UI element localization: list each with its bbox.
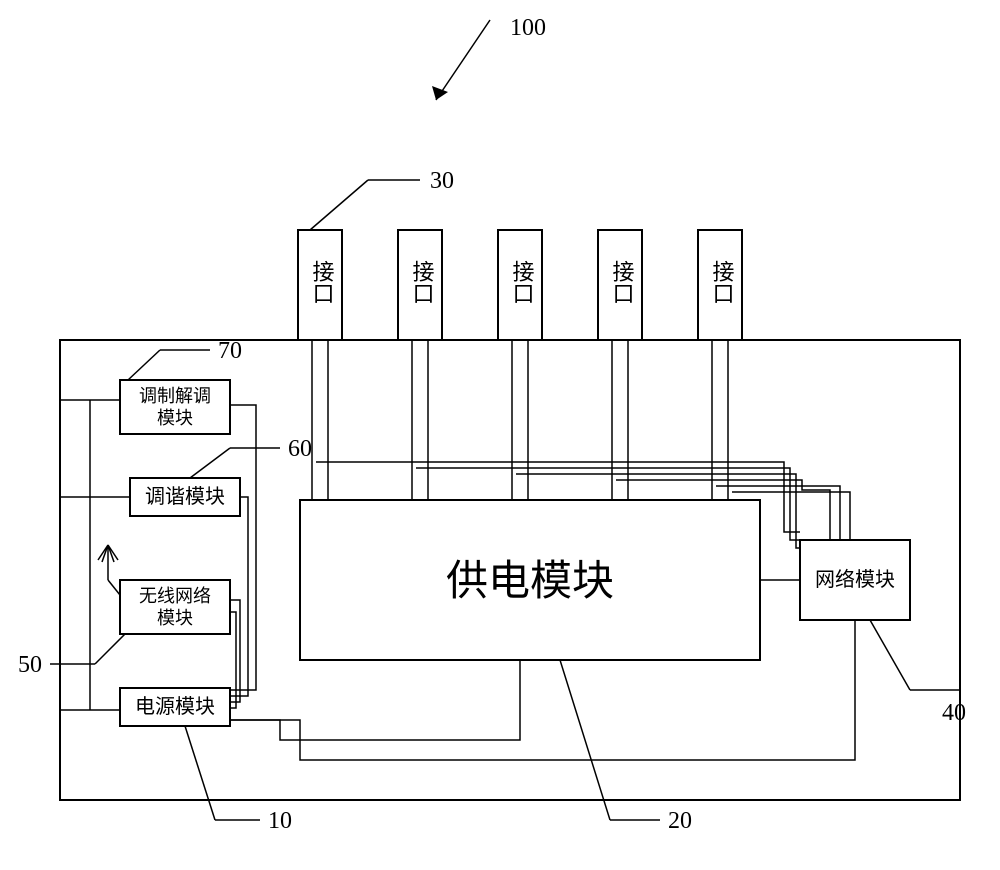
ref-60-label: 60 [288, 436, 312, 462]
ref-40-label: 40 [942, 700, 966, 726]
psu-label: 电源模块 [135, 695, 215, 718]
ref-100: 100 [432, 15, 546, 100]
ref-10-label: 10 [268, 808, 292, 834]
power-supply-label: 供电模块 [446, 559, 614, 605]
ref-70-label: 70 [218, 338, 242, 364]
system-block-diagram: 100 接口 接口 接口 接口 接口 30 调制解调 模块 调谐模块 无线网络 … [0, 0, 1000, 870]
port-2-label: 接口 [410, 260, 435, 304]
modem-line2: 模块 [157, 408, 193, 428]
port-3-label: 接口 [510, 260, 535, 304]
modem-line1: 调制解调 [139, 386, 211, 406]
port-1-label: 接口 [310, 260, 335, 304]
wireless-line2: 模块 [157, 608, 193, 628]
port-4-label: 接口 [610, 260, 635, 304]
ref-30: 30 [310, 168, 454, 230]
port-5-label: 接口 [710, 260, 735, 304]
ref-30-label: 30 [430, 168, 454, 194]
tuner-label: 调谐模块 [145, 485, 225, 508]
ref-50-label: 50 [18, 652, 42, 678]
network-label: 网络模块 [815, 568, 895, 591]
wireless-line1: 无线网络 [139, 586, 211, 606]
ref-20-label: 20 [668, 808, 692, 834]
ref-100-label: 100 [510, 15, 546, 41]
ports-group: 接口 接口 接口 接口 接口 [298, 230, 742, 340]
